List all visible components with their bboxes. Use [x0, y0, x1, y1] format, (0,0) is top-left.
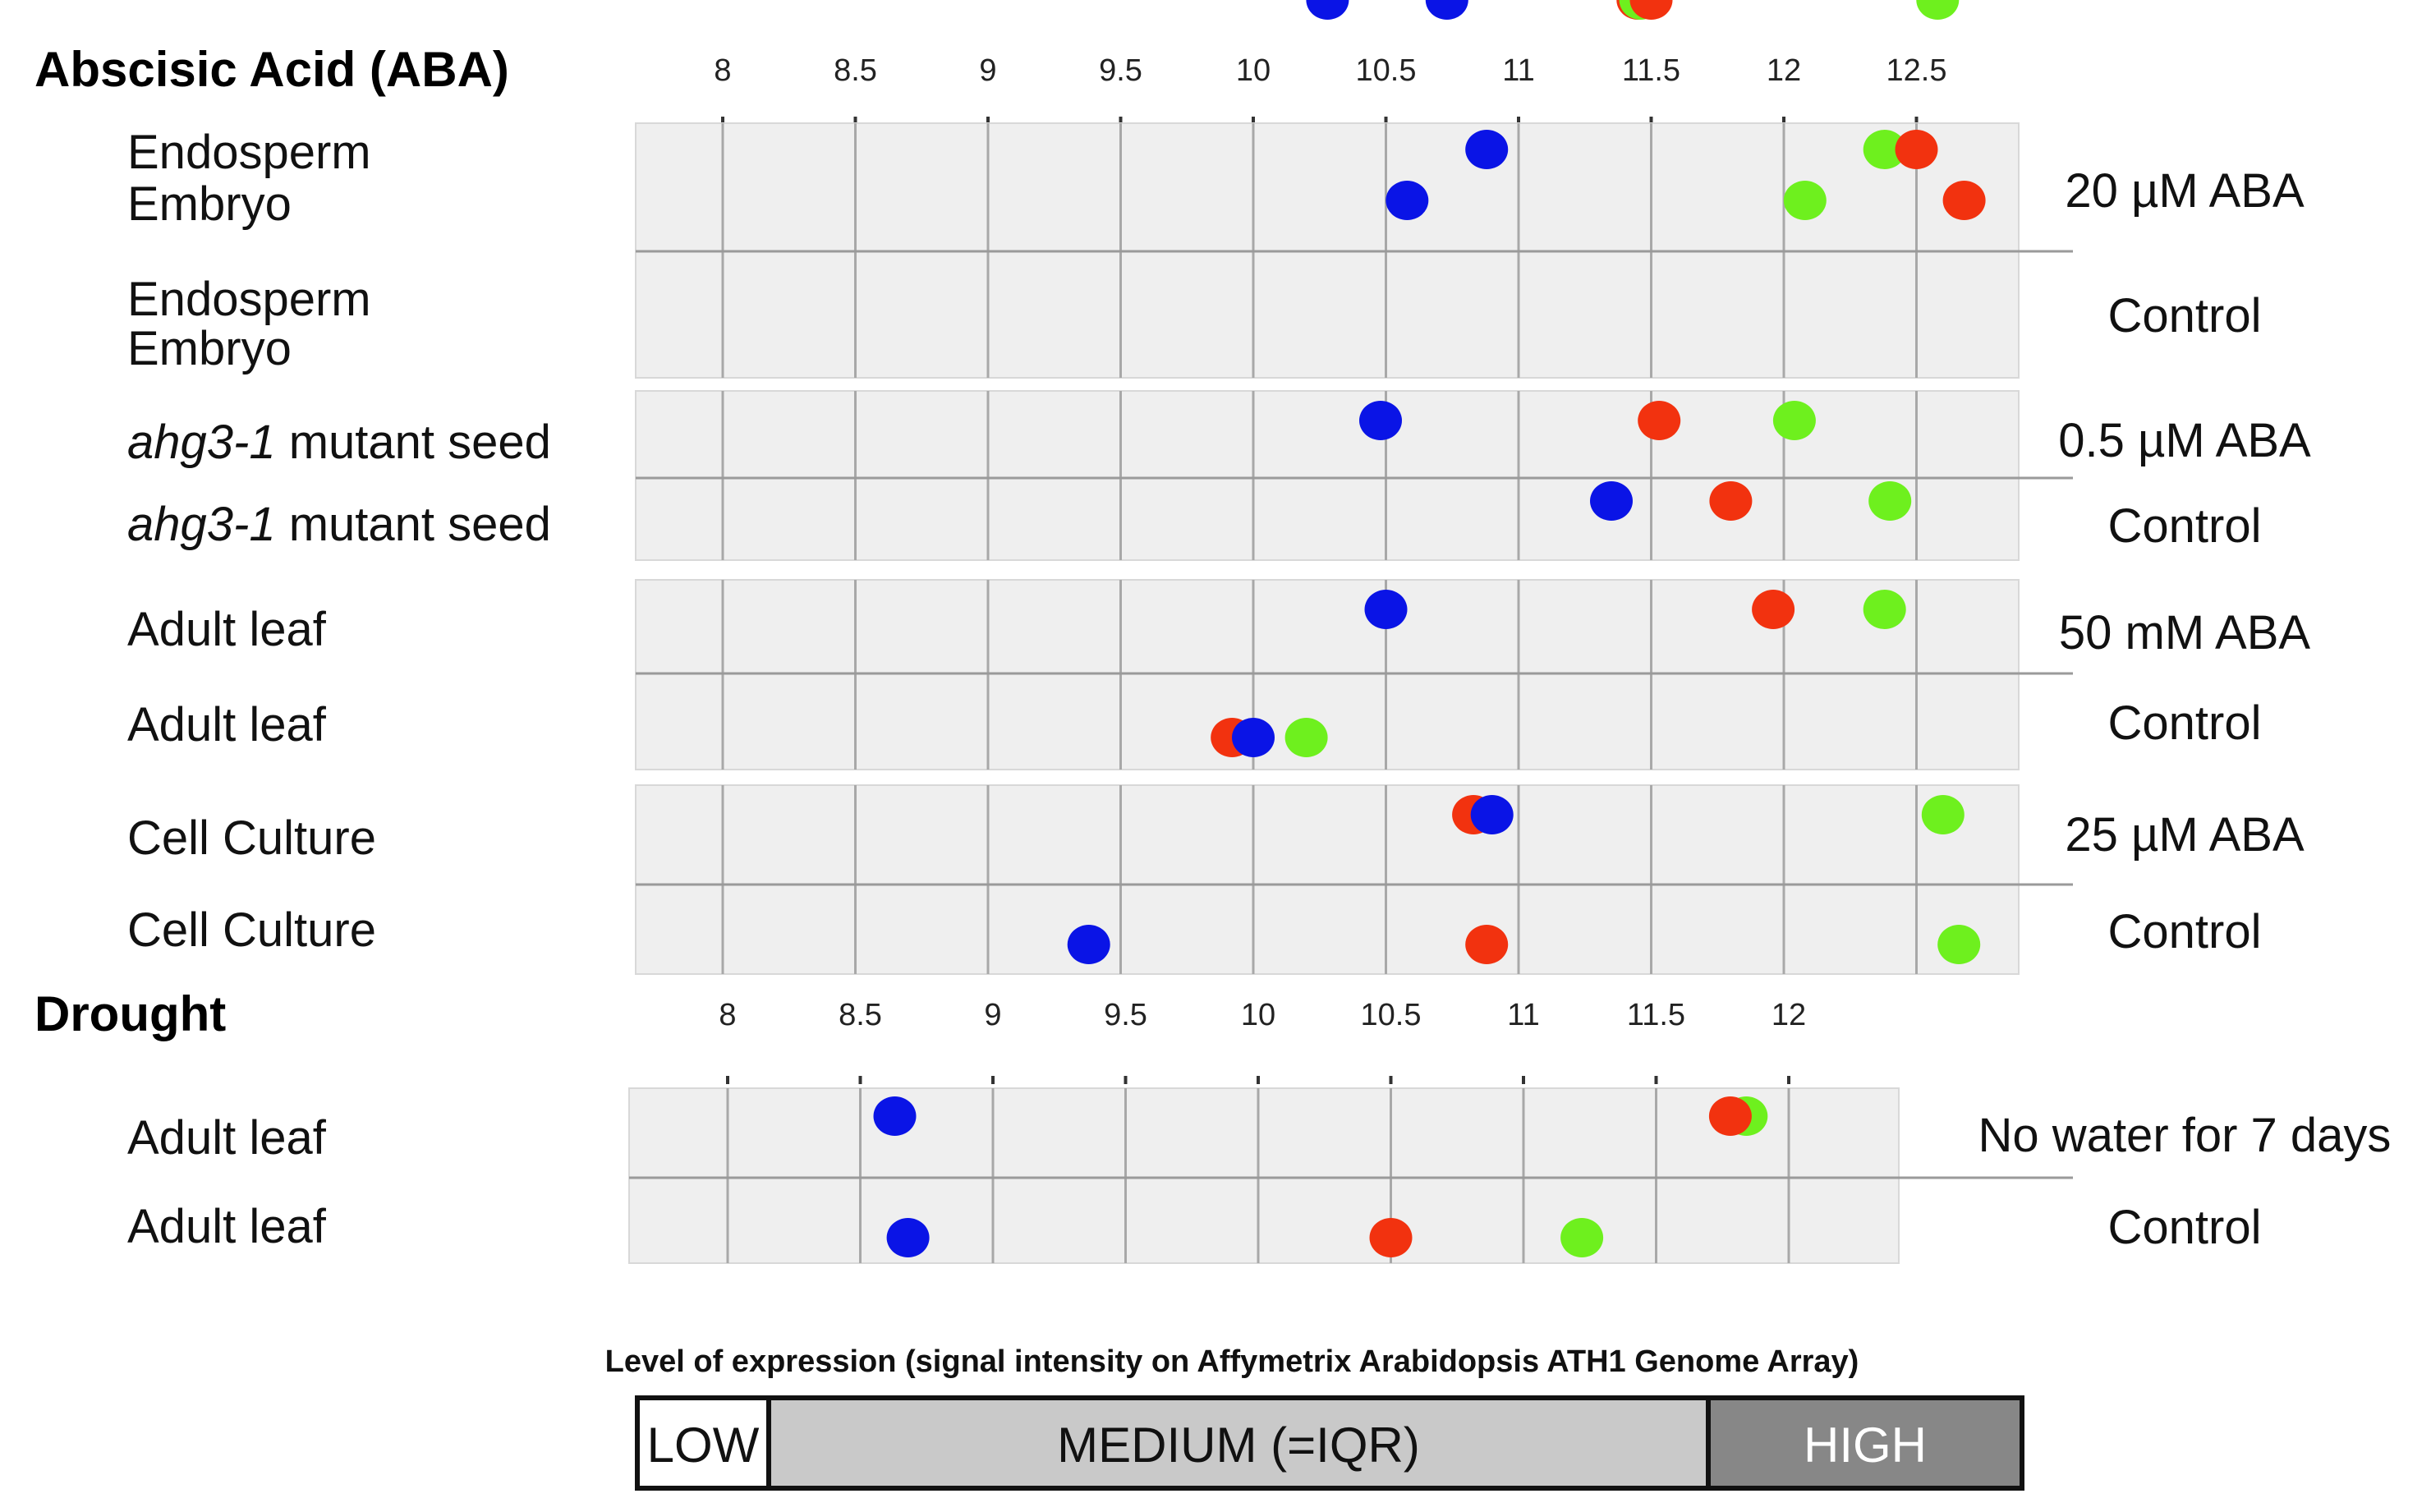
row-label: Embryo — [127, 322, 292, 375]
condition-label: No water for 7 days — [1978, 1109, 2392, 1162]
row-label: Endosperm — [127, 273, 371, 326]
condition-label: Control — [2108, 696, 2262, 750]
condition-label: 25 µM ABA — [2065, 808, 2305, 862]
green-point — [1783, 181, 1827, 220]
row-label-italic: ahg3-1 — [127, 416, 276, 469]
green-point — [1863, 130, 1906, 169]
expression-scale-legend: Level of expression (signal intensity on… — [605, 1344, 2024, 1491]
row-label: Cell Culture — [127, 811, 376, 865]
red-point — [1629, 0, 1673, 20]
x-tick-label: 11.5 — [1627, 998, 1685, 1032]
row-label-text: mutant seed — [276, 498, 551, 551]
blue-point — [1232, 718, 1275, 757]
green-point — [1772, 401, 1816, 440]
text-labels: Abscisic Acid (ABA) 8 8.5 9 9.5 10 10.5 11 11.5 1… — [34, 42, 2391, 1254]
blue-point — [1590, 481, 1633, 521]
row-label-text: mutant seed — [276, 416, 551, 469]
green-point — [1916, 0, 1960, 20]
scale-high-label: HIGH — [1804, 1418, 1927, 1473]
scale-caption: Level of expression (signal intensity on… — [605, 1344, 1859, 1379]
data-points — [873, 0, 1986, 1257]
red-point — [1752, 590, 1795, 629]
condition-label: 20 µM ABA — [2065, 164, 2305, 218]
red-point — [1895, 130, 1938, 169]
x-tick-label: 12 — [1767, 53, 1801, 88]
x-tick-label: 10.5 — [1356, 53, 1417, 88]
row-label: ahg3-1 mutant seed — [127, 416, 551, 469]
blue-point — [1470, 795, 1514, 834]
blue-point — [1067, 925, 1110, 964]
x-tick-label: 9 — [984, 998, 1001, 1032]
blue-point — [1364, 590, 1408, 629]
blue-point — [1465, 130, 1509, 169]
red-point — [1638, 401, 1681, 440]
green-point — [1937, 925, 1981, 964]
x-tick-label: 9.5 — [1099, 53, 1142, 88]
red-point — [1942, 181, 1986, 220]
x-tick-label: 12.5 — [1886, 53, 1947, 88]
x-tick-label: 10.5 — [1361, 998, 1422, 1032]
row-label: Embryo — [127, 177, 292, 231]
scale-medium-box — [766, 1395, 1711, 1491]
x-tick-label: 9.5 — [1104, 998, 1147, 1032]
row-label: Cell Culture — [127, 903, 376, 957]
red-point — [1709, 481, 1753, 521]
row-label: Adult leaf — [127, 1200, 327, 1253]
x-tick-label: 9 — [979, 53, 996, 88]
row-label: Adult leaf — [127, 1111, 327, 1165]
row-label: Adult leaf — [127, 603, 327, 656]
red-point — [1708, 1096, 1752, 1136]
panel-title: Drought — [34, 986, 226, 1041]
condition-label: Control — [2108, 1201, 2262, 1254]
blue-point — [1306, 0, 1349, 20]
x-tick-label: 11.5 — [1622, 53, 1680, 88]
x-tick-label: 11 — [1507, 998, 1539, 1032]
blue-point — [886, 1218, 930, 1257]
plot-grid — [628, 117, 2073, 1264]
row-label: Endosperm — [127, 126, 371, 179]
condition-label: Control — [2108, 289, 2262, 342]
green-point — [1284, 718, 1328, 757]
x-tick-label: 8 — [719, 998, 736, 1032]
blue-point — [1425, 0, 1468, 20]
plot-box — [628, 1087, 1900, 1264]
row-label-italic: ahg3-1 — [127, 498, 276, 551]
row-label: ahg3-1 mutant seed — [127, 498, 551, 551]
blue-point — [1359, 401, 1402, 440]
scale-medium-label: MEDIUM (=IQR) — [1057, 1418, 1420, 1473]
x-tick-label: 8.5 — [834, 53, 877, 88]
scale-low-label: LOW — [647, 1418, 760, 1473]
x-tick-label: 10 — [1236, 53, 1271, 88]
x-tick-label: 8 — [714, 53, 731, 88]
row-label: Adult leaf — [127, 698, 327, 751]
condition-label: Control — [2108, 499, 2262, 553]
x-tick-label: 8.5 — [839, 998, 882, 1032]
x-tick-label: 12 — [1772, 998, 1806, 1032]
panel-title: Abscisic Acid (ABA) — [34, 42, 509, 97]
green-point — [1921, 795, 1965, 834]
green-point — [1560, 1218, 1604, 1257]
plot-box — [635, 784, 2020, 975]
green-point — [1868, 481, 1912, 521]
green-point — [1863, 590, 1906, 629]
x-tick-label: 10 — [1241, 998, 1275, 1032]
scale-low-box — [635, 1395, 771, 1491]
blue-point — [873, 1096, 917, 1136]
red-point — [1369, 1218, 1413, 1257]
x-tick-label: 11 — [1502, 53, 1534, 88]
condition-label: Control — [2108, 905, 2262, 958]
condition-label: 0.5 µM ABA — [2058, 414, 2311, 467]
blue-point — [1386, 181, 1429, 220]
red-point — [1465, 925, 1509, 964]
condition-label: 50 mM ABA — [2059, 606, 2311, 659]
scale-high-box — [1706, 1395, 2024, 1491]
